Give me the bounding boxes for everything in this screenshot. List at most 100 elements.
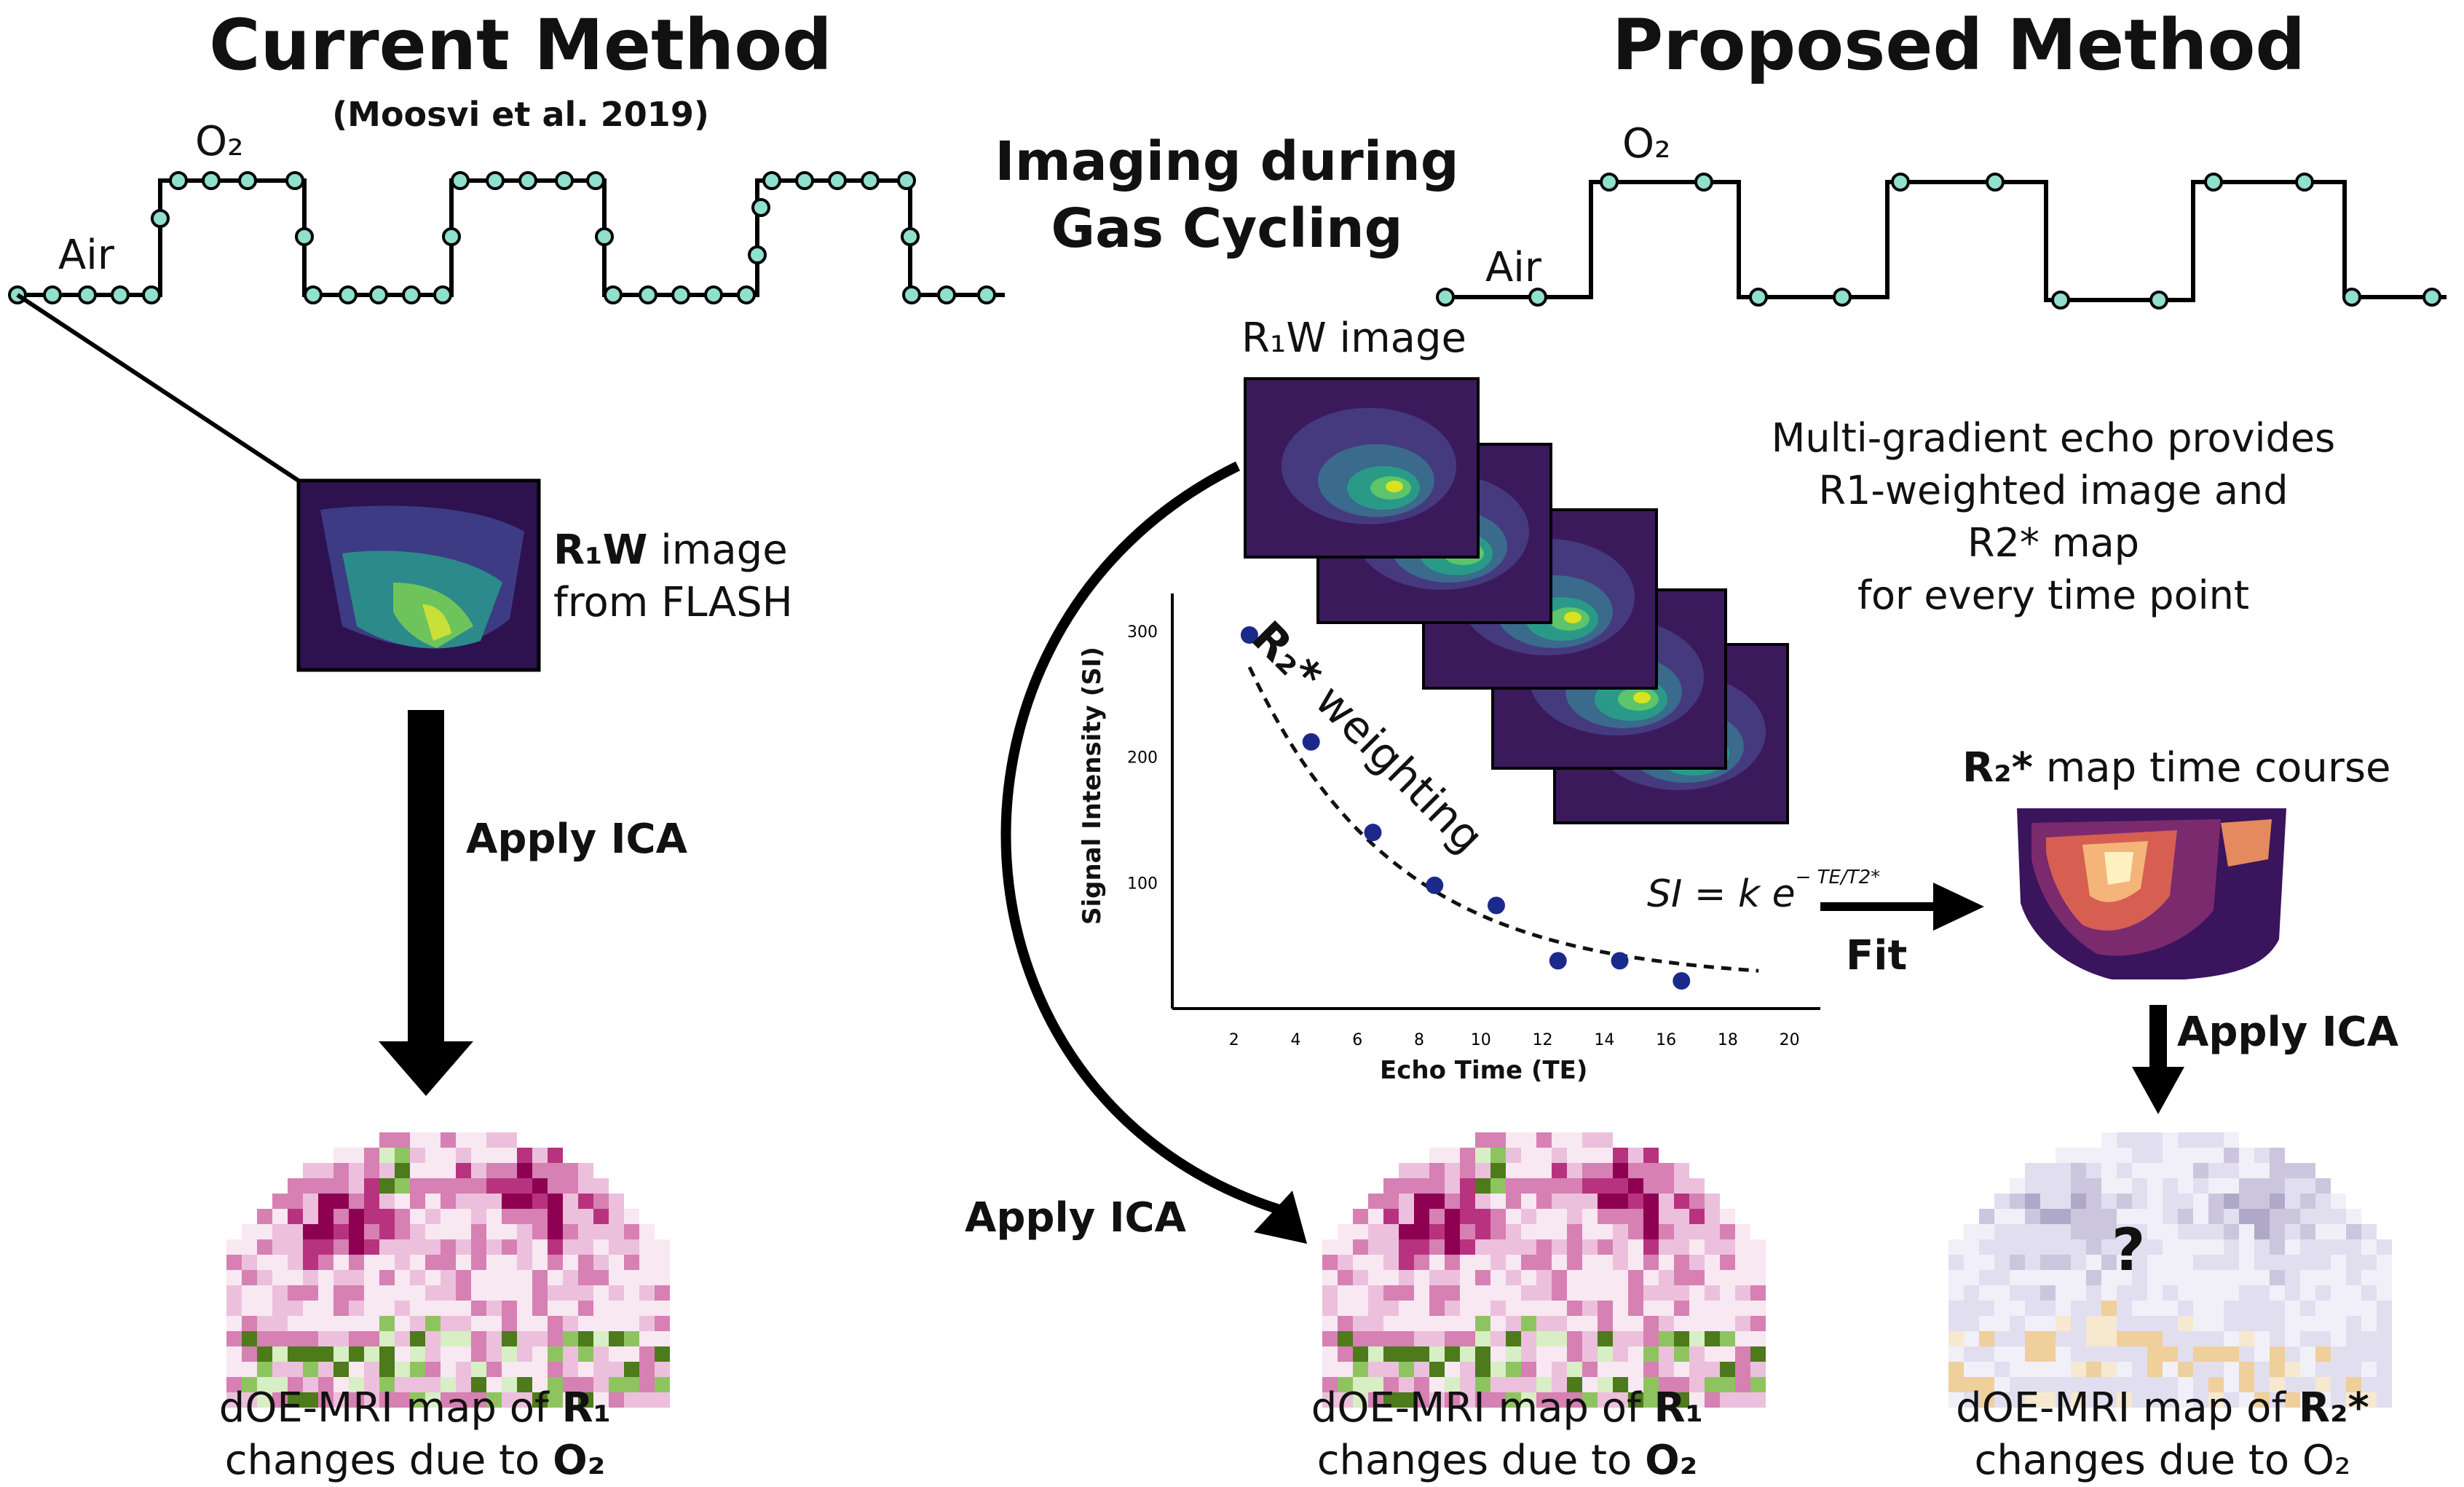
map-pixel xyxy=(1536,1148,1552,1163)
map-pixel xyxy=(1567,1239,1582,1255)
proposed-gas-trace xyxy=(1442,180,2447,302)
map-pixel xyxy=(502,1163,517,1178)
map-pixel xyxy=(1399,1316,1414,1331)
map-pixel xyxy=(593,1392,609,1408)
sample-dot xyxy=(586,171,605,190)
map-pixel xyxy=(1322,1255,1338,1270)
map-pixel xyxy=(593,1270,609,1285)
map-pixel xyxy=(1628,1392,1643,1408)
map-pixel xyxy=(517,1255,532,1270)
x-tick-label: 6 xyxy=(1352,1031,1362,1049)
proposed-method-title: Proposed Method xyxy=(1611,4,2306,86)
map-pixel xyxy=(303,1255,318,1270)
right-caption-l1-bold: R₂* xyxy=(2298,1384,2369,1432)
map-pixel xyxy=(2117,1255,2132,1270)
map-pixel xyxy=(2331,1316,2346,1331)
map-pixel xyxy=(548,1285,563,1301)
map-pixel xyxy=(548,1239,563,1255)
map-pixel xyxy=(2270,1331,2285,1346)
map-pixel xyxy=(1429,1239,1445,1255)
map-pixel xyxy=(410,1285,425,1301)
map-pixel xyxy=(2285,1239,2300,1255)
map-pixel xyxy=(1948,1377,1964,1392)
map-pixel xyxy=(2163,1224,2178,1239)
map-pixel xyxy=(2285,1285,2300,1301)
map-pixel xyxy=(2239,1316,2254,1331)
map-pixel xyxy=(2331,1255,2346,1270)
map-pixel xyxy=(1979,1316,1994,1331)
map-pixel xyxy=(1552,1148,1567,1163)
map-pixel xyxy=(1368,1194,1383,1209)
map-pixel xyxy=(425,1224,441,1239)
map-pixel xyxy=(1490,1362,1506,1377)
map-pixel xyxy=(1613,1301,1628,1316)
map-pixel xyxy=(1689,1239,1705,1255)
mid-apply-ica: Apply ICA xyxy=(965,1194,1186,1242)
map-pixel xyxy=(318,1285,333,1301)
map-pixel xyxy=(456,1239,471,1255)
map-pixel xyxy=(2346,1377,2361,1392)
map-pixel xyxy=(349,1194,364,1209)
map-pixel xyxy=(502,1255,517,1270)
map-pixel xyxy=(532,1270,548,1285)
map-pixel xyxy=(1948,1362,1964,1377)
map-pixel xyxy=(1475,1270,1490,1285)
map-pixel xyxy=(2117,1331,2132,1346)
map-pixel xyxy=(1582,1148,1598,1163)
map-pixel xyxy=(425,1392,441,1408)
map-pixel xyxy=(2331,1331,2346,1346)
map-pixel xyxy=(333,1194,349,1209)
sample-dot xyxy=(2295,173,2314,192)
map-pixel xyxy=(2056,1301,2071,1316)
map-pixel xyxy=(2254,1194,2270,1209)
map-pixel xyxy=(395,1148,410,1163)
map-pixel xyxy=(1689,1362,1705,1377)
map-pixel xyxy=(1659,1346,1674,1362)
map-pixel xyxy=(1994,1194,2010,1209)
map-pixel xyxy=(1705,1285,1720,1301)
map-pixel xyxy=(1338,1362,1353,1377)
map-pixel xyxy=(1552,1163,1567,1178)
map-pixel xyxy=(1429,1392,1445,1408)
map-pixel xyxy=(2132,1392,2147,1408)
map-pixel xyxy=(609,1239,624,1255)
map-pixel xyxy=(425,1194,441,1209)
map-pixel xyxy=(655,1316,670,1331)
map-pixel xyxy=(2208,1209,2224,1224)
map-pixel xyxy=(471,1209,486,1224)
map-pixel xyxy=(2300,1163,2315,1178)
map-pixel xyxy=(2270,1346,2285,1362)
map-pixel xyxy=(318,1194,333,1209)
map-pixel xyxy=(2101,1132,2117,1148)
map-pixel xyxy=(2010,1270,2025,1285)
map-pixel xyxy=(2025,1377,2040,1392)
map-pixel xyxy=(2132,1224,2147,1239)
map-pixel xyxy=(1613,1377,1628,1392)
map-pixel xyxy=(2117,1194,2132,1209)
map-pixel xyxy=(257,1224,272,1239)
map-pixel xyxy=(578,1194,593,1209)
from-flash: from FLASH xyxy=(553,579,793,626)
x-tick-label: 10 xyxy=(1471,1031,1491,1049)
map-pixel xyxy=(441,1178,456,1194)
map-pixel xyxy=(410,1224,425,1239)
map-pixel xyxy=(2163,1301,2178,1316)
map-pixel xyxy=(379,1178,395,1194)
map-pixel xyxy=(502,1194,517,1209)
map-pixel xyxy=(1735,1270,1750,1285)
map-pixel xyxy=(1383,1316,1399,1331)
map-pixel xyxy=(1475,1194,1490,1209)
map-pixel xyxy=(2300,1255,2315,1270)
r1w-bold: R₁W xyxy=(553,526,648,574)
map-pixel xyxy=(578,1285,593,1301)
map-pixel xyxy=(2208,1301,2224,1316)
map-pixel xyxy=(1689,1301,1705,1316)
current-caption: dOE-MRI map of R₁ changes due to O₂ xyxy=(175,1382,655,1487)
map-pixel xyxy=(2132,1209,2147,1224)
map-pixel xyxy=(1368,1331,1383,1346)
map-pixel xyxy=(226,1392,242,1408)
map-pixel xyxy=(2132,1362,2147,1377)
map-pixel xyxy=(2147,1270,2163,1285)
map-pixel xyxy=(2147,1224,2163,1239)
map-pixel xyxy=(2239,1362,2254,1377)
